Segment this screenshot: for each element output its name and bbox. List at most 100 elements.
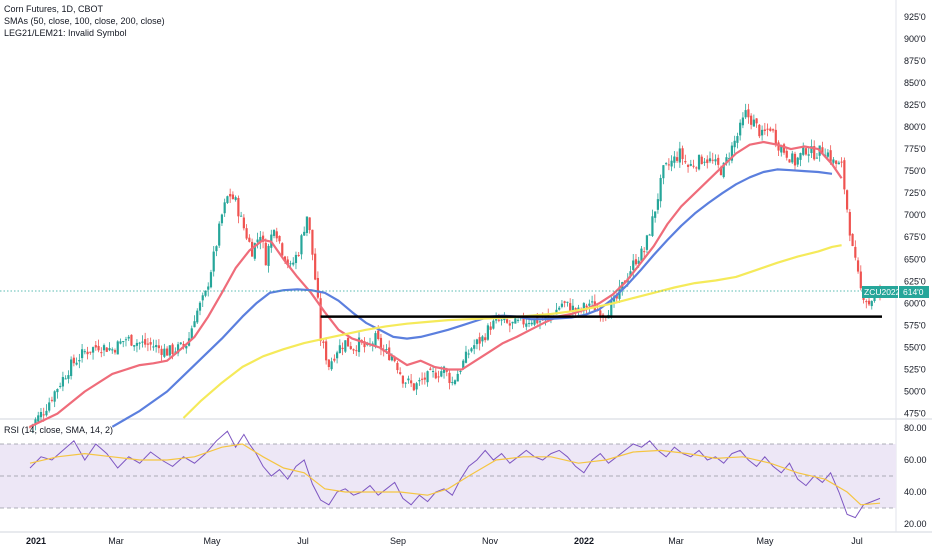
candle-body bbox=[629, 271, 632, 277]
candle-body bbox=[508, 323, 511, 326]
candle-body bbox=[780, 146, 783, 153]
price-pane bbox=[0, 103, 896, 434]
candle-body bbox=[37, 415, 40, 422]
candle-body bbox=[322, 341, 325, 343]
candle-body bbox=[223, 202, 226, 214]
candle-body bbox=[470, 348, 473, 352]
candle-body bbox=[335, 352, 339, 359]
time-tick-label: Nov bbox=[482, 536, 499, 546]
candle-body bbox=[700, 156, 703, 165]
candle-body bbox=[558, 307, 561, 310]
candle-body bbox=[445, 369, 448, 372]
candle-body bbox=[667, 164, 670, 166]
candle-body bbox=[399, 372, 402, 375]
rsi-pane bbox=[0, 430, 896, 519]
candle-body bbox=[133, 345, 136, 347]
candle-body bbox=[91, 347, 95, 353]
candle-body bbox=[119, 341, 122, 344]
candle-body bbox=[741, 117, 745, 126]
candle-body bbox=[311, 229, 314, 255]
candle-body bbox=[475, 339, 479, 345]
candle-body bbox=[201, 295, 204, 301]
candle-body bbox=[352, 349, 355, 351]
time-tick-label: Jul bbox=[851, 536, 863, 546]
price-tag: ZCU2022 614'0 bbox=[862, 286, 929, 298]
candle-body bbox=[481, 336, 484, 342]
candle-body bbox=[420, 378, 424, 380]
rsi-legend: RSI (14, close, SMA, 14, 2) bbox=[4, 425, 113, 435]
candle-body bbox=[634, 259, 638, 265]
candle-body bbox=[179, 342, 182, 344]
candle-body bbox=[840, 161, 843, 163]
candle-body bbox=[267, 245, 270, 266]
candle-body bbox=[198, 302, 202, 311]
candle-body bbox=[760, 129, 764, 136]
candle-body bbox=[686, 164, 690, 167]
candle-body bbox=[135, 342, 139, 346]
candle-body bbox=[752, 119, 755, 127]
candle-body bbox=[610, 300, 613, 318]
rsi-tick-label: 40.00 bbox=[904, 487, 927, 497]
candle-body bbox=[835, 160, 838, 164]
time-tick-label: Mar bbox=[668, 536, 684, 546]
candle-body bbox=[160, 348, 163, 355]
candle-body bbox=[725, 157, 728, 163]
candle-body bbox=[215, 246, 218, 252]
candle-body bbox=[149, 342, 152, 345]
candle-body bbox=[651, 216, 654, 236]
candle-body bbox=[771, 129, 775, 131]
candle-body bbox=[845, 190, 849, 210]
rsi-sma-line bbox=[29, 443, 881, 506]
candle-body bbox=[782, 144, 786, 153]
candle-body bbox=[357, 337, 361, 353]
candle-body bbox=[130, 334, 133, 346]
candle-body bbox=[670, 160, 673, 167]
price-tick-label: 900'0 bbox=[904, 34, 926, 44]
candle-body bbox=[407, 378, 410, 381]
candle-body bbox=[643, 251, 646, 253]
candle-body bbox=[744, 110, 747, 118]
candle-body bbox=[722, 162, 725, 178]
price-tick-label: 525'0 bbox=[904, 365, 926, 375]
price-tick-label: 750'0 bbox=[904, 166, 926, 176]
candle-body bbox=[264, 242, 267, 266]
candle-body bbox=[837, 162, 840, 165]
price-tick-label: 675'0 bbox=[904, 232, 926, 242]
candle-body bbox=[645, 235, 649, 250]
candle-body bbox=[851, 233, 854, 247]
candle-body bbox=[689, 164, 692, 166]
candle-body bbox=[272, 230, 276, 236]
candle-body bbox=[319, 298, 322, 342]
candle-body bbox=[648, 234, 651, 236]
candle-body bbox=[316, 277, 320, 298]
candle-body bbox=[758, 124, 761, 137]
candle-body bbox=[733, 140, 736, 148]
candle-body bbox=[571, 305, 575, 312]
candle-body bbox=[410, 380, 413, 384]
candle-body bbox=[590, 301, 594, 303]
candle-body bbox=[138, 342, 141, 344]
candle-body bbox=[867, 300, 871, 305]
legend-title: Corn Futures, 1D, CBOT bbox=[4, 4, 104, 14]
candle-body bbox=[843, 160, 846, 190]
candle-body bbox=[500, 319, 503, 321]
candle-body bbox=[64, 378, 67, 380]
candle-body bbox=[67, 375, 70, 379]
candle-body bbox=[695, 167, 698, 169]
candle-body bbox=[72, 357, 75, 364]
candle-body bbox=[717, 157, 720, 165]
candle-body bbox=[804, 148, 808, 155]
candle-body bbox=[459, 370, 462, 372]
candle-body bbox=[865, 301, 868, 303]
candle-body bbox=[163, 348, 166, 357]
candle-body bbox=[516, 319, 520, 321]
candle-body bbox=[739, 122, 742, 136]
candle-body bbox=[418, 380, 421, 382]
candle-body bbox=[774, 129, 777, 145]
candle-body bbox=[802, 146, 805, 155]
time-tick-label: Jul bbox=[297, 536, 309, 546]
price-tick-label: 800'0 bbox=[904, 122, 926, 132]
candle-body bbox=[525, 323, 528, 327]
candle-body bbox=[53, 391, 56, 402]
candle-body bbox=[242, 217, 245, 229]
